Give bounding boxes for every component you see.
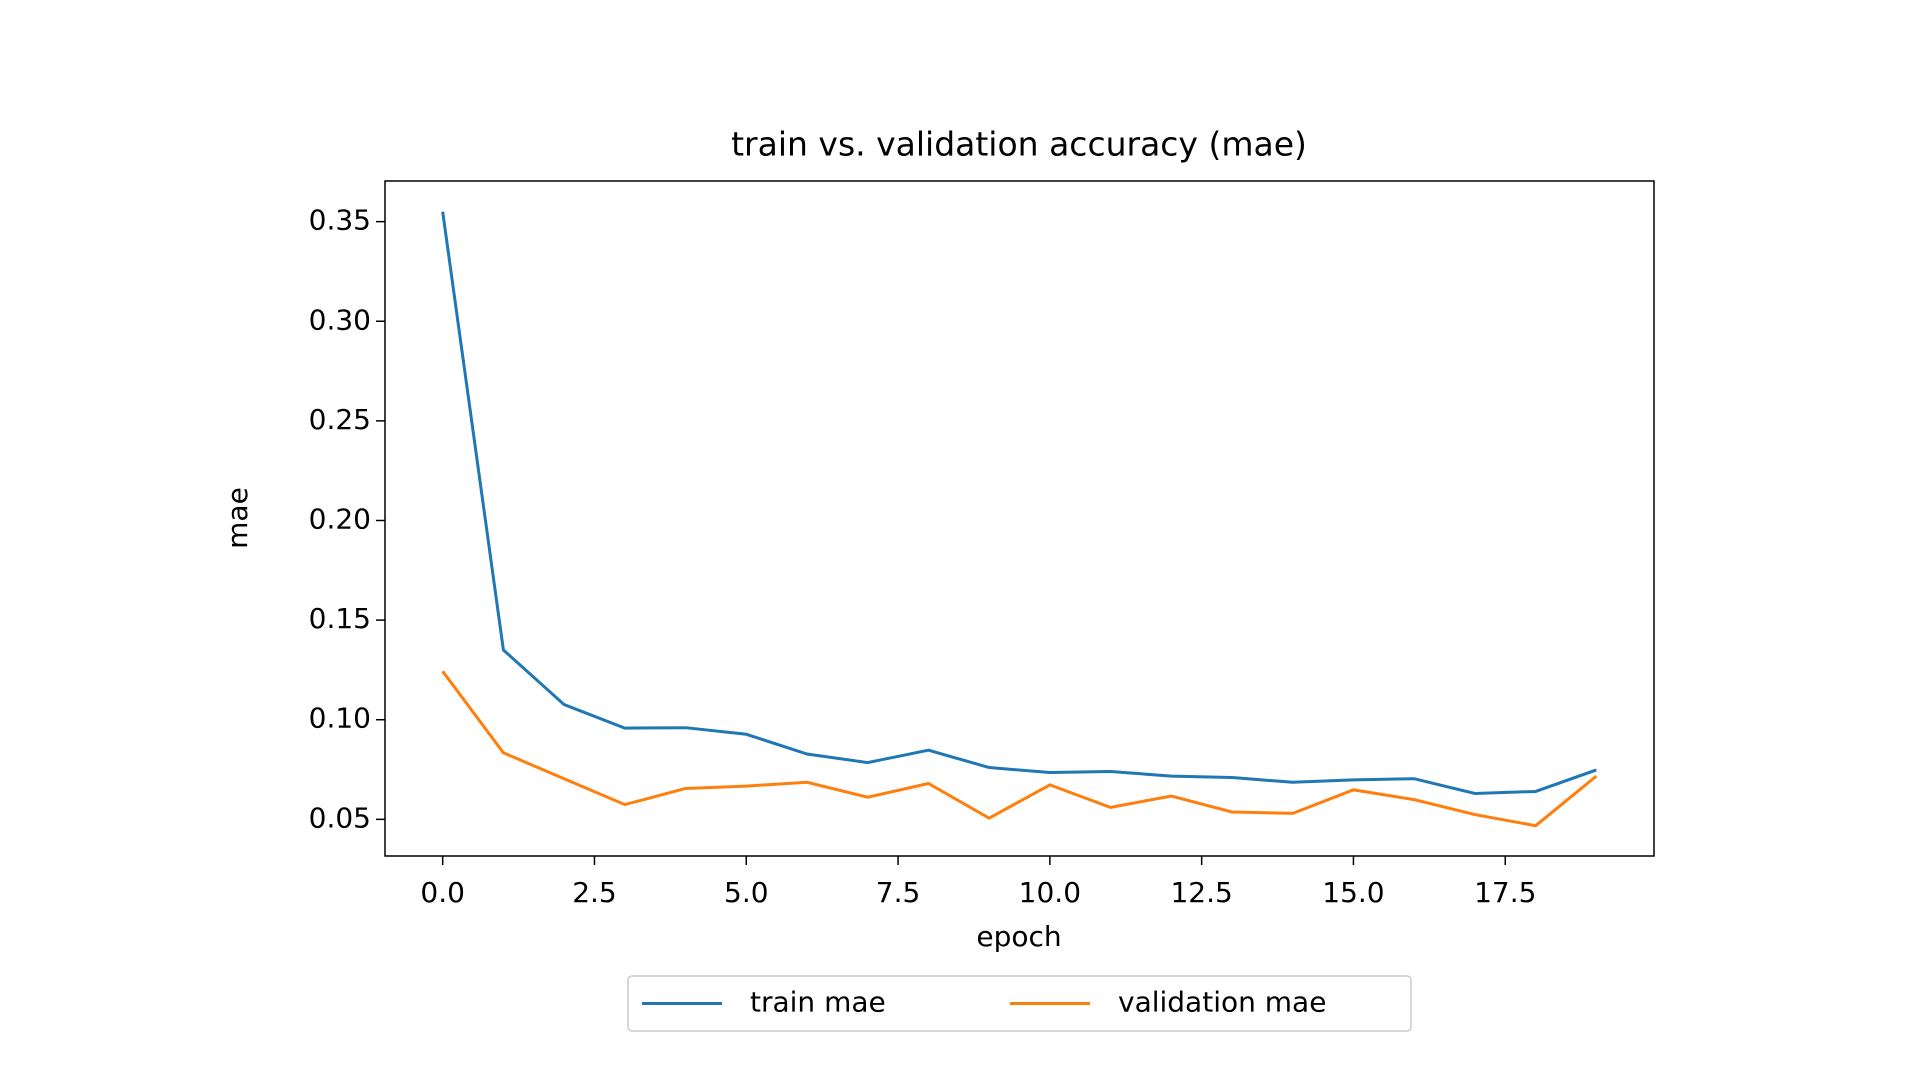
chart-title: train vs. validation accuracy (mae) — [731, 125, 1307, 164]
legend-label: validation mae — [1118, 986, 1326, 1019]
y-tick-label: 0.35 — [309, 204, 371, 237]
y-tick-label: 0.10 — [309, 702, 371, 735]
y-tick-label: 0.25 — [309, 403, 371, 436]
y-tick-label: 0.30 — [309, 303, 371, 336]
x-tick-label: 17.5 — [1474, 876, 1536, 909]
x-tick-label: 2.5 — [572, 876, 617, 909]
x-tick-label: 0.0 — [420, 876, 465, 909]
legend-label: train mae — [750, 986, 886, 1019]
y-axis-label: mae — [221, 487, 254, 549]
series-line — [441, 670, 1598, 828]
plot-frame — [384, 180, 1655, 857]
y-tick-label: 0.05 — [309, 801, 371, 834]
x-tick-label: 10.0 — [1019, 876, 1081, 909]
x-axis-label: epoch — [976, 920, 1061, 953]
x-tick-label: 5.0 — [724, 876, 769, 909]
x-tick-label: 15.0 — [1322, 876, 1384, 909]
series-line — [441, 211, 1597, 795]
y-tick-label: 0.20 — [309, 502, 371, 535]
y-tick-label: 0.15 — [309, 602, 371, 635]
x-tick-label: 7.5 — [876, 876, 921, 909]
x-tick-label: 12.5 — [1170, 876, 1232, 909]
